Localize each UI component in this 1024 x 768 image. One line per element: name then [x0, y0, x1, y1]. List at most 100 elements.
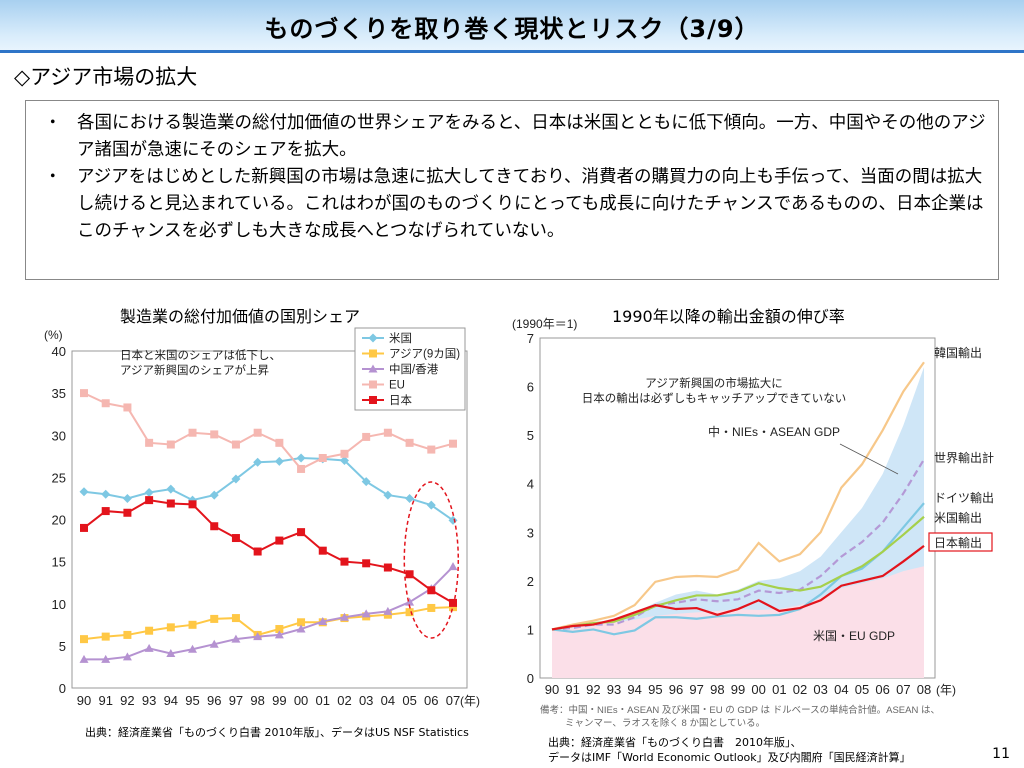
data-point	[339, 612, 349, 621]
x-tick-label: 02	[337, 693, 351, 708]
data-point	[79, 654, 89, 663]
data-point	[80, 635, 88, 644]
data-point	[340, 449, 349, 458]
bullet-box: ・ 各国における製造業の総付加価値の世界シェアをみると、日本は米国とともに低下傾…	[25, 100, 999, 280]
series-line	[551, 545, 925, 631]
data-point	[448, 515, 458, 525]
data-point	[145, 626, 154, 635]
data-point	[80, 389, 88, 398]
x-tick-label: 98	[250, 693, 264, 708]
y-tick-label: 40	[52, 344, 66, 359]
bullet-text: 各国における製造業の総付加価値の世界シェアをみると、日本は米国とともに低下傾向。…	[77, 113, 986, 160]
data-point	[210, 614, 219, 623]
legend-label: アジア(9カ国)	[389, 348, 460, 361]
data-point	[122, 652, 132, 661]
legend-marker	[369, 396, 377, 404]
data-point	[318, 453, 327, 462]
x-tick-label: 01	[316, 693, 330, 708]
series-end-label: 韓国輸出	[934, 345, 982, 360]
bullet-text: アジアをはじめとした新興国の市場は急速に拡大してきており、消費者の購買力の向上も…	[77, 167, 984, 241]
y-tick-label: 15	[52, 555, 66, 570]
data-point	[297, 618, 306, 627]
legend-box	[354, 327, 466, 411]
y-tick-label: 7	[527, 331, 534, 346]
data-point	[253, 547, 262, 556]
x-tick-label: 02	[793, 682, 807, 697]
data-point	[426, 500, 436, 510]
data-point	[426, 584, 436, 593]
data-point	[405, 597, 415, 606]
section-heading: ◇アジア市場の拡大	[14, 65, 198, 89]
data-point	[275, 536, 284, 545]
data-point	[210, 522, 219, 531]
series-line	[83, 606, 454, 641]
series-line	[83, 392, 454, 471]
highlight-ellipse	[403, 481, 460, 639]
data-point	[123, 403, 132, 412]
data-point	[274, 456, 284, 466]
x-tick-label: 99	[272, 693, 286, 708]
x-tick-label: 92	[120, 693, 134, 708]
data-point	[296, 624, 306, 633]
data-point	[362, 432, 371, 441]
y-tick-label: 0	[527, 671, 534, 686]
y-tick-label: 5	[527, 428, 534, 443]
data-point	[253, 457, 263, 467]
y-unit-label: (%)	[44, 328, 63, 342]
chart-annotation: アジア新興国の市場拡大に	[645, 376, 783, 390]
data-point	[188, 644, 198, 653]
data-point	[361, 609, 371, 618]
x-tick-label: 95	[648, 682, 662, 697]
x-tick-label: 93	[607, 682, 621, 697]
y-unit-label: (1990年＝1)	[512, 317, 577, 331]
x-tick-label: 04	[381, 693, 395, 708]
data-point	[318, 454, 328, 464]
x-tick-label: 99	[731, 682, 745, 697]
data-point	[209, 490, 219, 500]
title-bar: ものづくりを取り巻く現状とリスク（3/9）	[0, 0, 1024, 53]
data-point	[188, 500, 197, 509]
x-tick-label: 90	[545, 682, 559, 697]
x-tick-label: 03	[813, 682, 827, 697]
x-tick-label: 07	[446, 693, 460, 708]
data-point	[361, 477, 371, 487]
page-number: 11	[992, 746, 1010, 762]
x-tick-label: 96	[207, 693, 221, 708]
data-point	[449, 603, 457, 612]
x-tick-label: 05	[855, 682, 869, 697]
data-point	[231, 534, 240, 543]
x-unit-label: (年)	[460, 694, 480, 708]
data-point	[101, 399, 110, 408]
series-line	[83, 456, 454, 522]
data-point	[318, 546, 327, 555]
leader-line	[839, 443, 899, 475]
x-tick-label: 04	[834, 682, 848, 697]
data-point	[275, 625, 284, 634]
data-point	[253, 630, 262, 639]
x-tick-label: 05	[402, 693, 416, 708]
data-point	[253, 428, 262, 437]
series-line	[551, 361, 925, 631]
x-tick-label: 03	[359, 693, 373, 708]
data-point	[166, 440, 175, 449]
x-tick-label: 06	[424, 693, 438, 708]
data-point	[383, 428, 392, 437]
data-point	[101, 489, 111, 499]
series-line	[551, 502, 925, 636]
data-point	[231, 634, 241, 643]
series-end-label: 日本輸出	[934, 535, 982, 550]
slide-title: ものづくりを取り巻く現状とリスク（3/9）	[264, 15, 760, 43]
x-tick-label: 90	[77, 693, 91, 708]
data-point	[427, 603, 436, 612]
bullet-marker: ・	[44, 167, 62, 187]
data-point	[296, 453, 306, 463]
y-tick-label: 25	[52, 470, 66, 485]
x-tick-label: 00	[751, 682, 765, 697]
series-end-label: 世界輸出計	[934, 450, 994, 465]
x-tick-label: 92	[586, 682, 600, 697]
data-point	[101, 632, 110, 641]
right-source-2: データはIMF「World Economic Outlook」及び内閣府「国民経…	[548, 751, 911, 764]
legend-label: 日本	[389, 393, 412, 407]
series-end-label: ドイツ輸出	[934, 490, 994, 505]
x-tick-label: 94	[627, 682, 641, 697]
